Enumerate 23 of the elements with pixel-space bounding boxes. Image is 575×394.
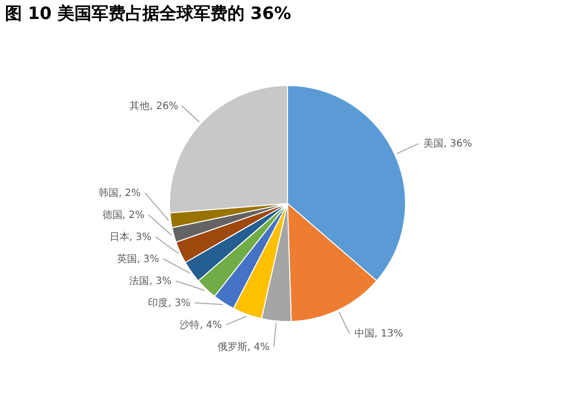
- slice-label: 美国: [423, 138, 444, 150]
- data-label: , 3%: [129, 232, 152, 243]
- slice-label: 其他: [130, 100, 150, 112]
- slice-label: 韩国: [98, 186, 119, 199]
- slice-label: 法国: [129, 274, 150, 287]
- data-label: , 3%: [168, 298, 190, 309]
- data-label: , 3%: [149, 276, 172, 287]
- data-label: , 4%: [247, 342, 270, 353]
- data-label: , 3%: [136, 254, 160, 265]
- data-label: , 36%: [443, 138, 472, 150]
- slice-label: 沙特: [180, 318, 200, 331]
- data-label: , 2%: [122, 210, 145, 221]
- slice-label: 中国: [354, 328, 374, 340]
- chart-title: 图 10 美国军费占据全球军费的 36%: [5, 4, 292, 24]
- data-label: , 2%: [118, 188, 141, 199]
- slice-label: 俄罗斯: [217, 340, 248, 353]
- slice-label: 印度: [148, 296, 168, 309]
- data-label: , 4%: [200, 320, 222, 331]
- slice-label: 日本: [109, 230, 130, 243]
- slice-label: 德国: [102, 210, 122, 221]
- data-label: , 13%: [374, 328, 403, 340]
- slice-label: 英国: [116, 252, 137, 265]
- data-label: , 26%: [150, 100, 178, 112]
